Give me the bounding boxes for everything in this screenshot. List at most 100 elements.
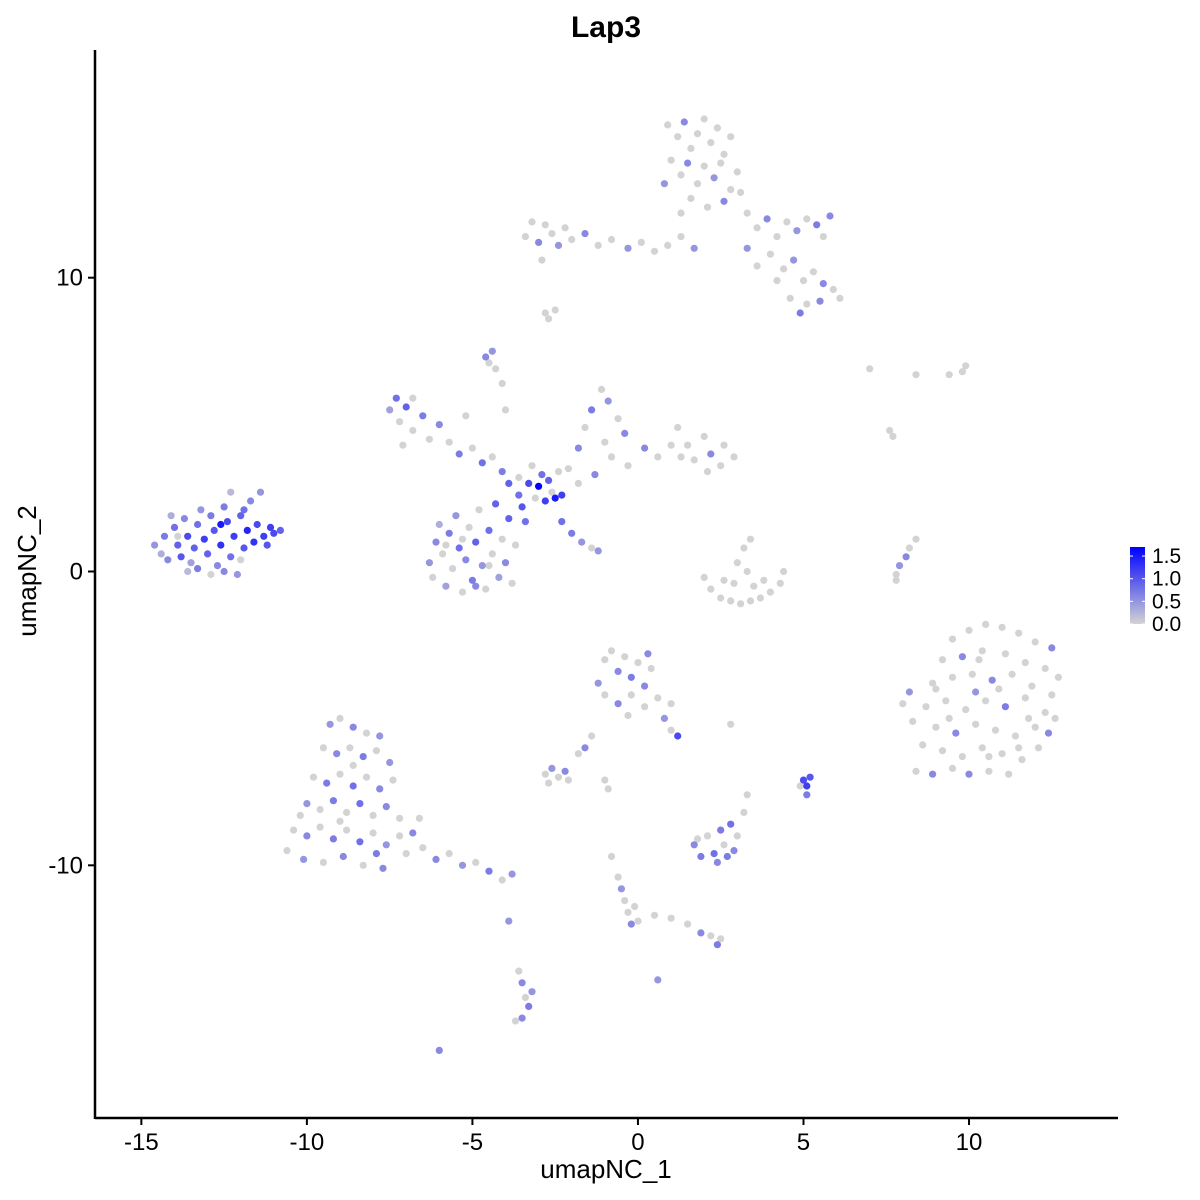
data-point: [895, 562, 904, 570]
data-point: [581, 423, 589, 432]
data-point: [684, 441, 692, 449]
data-point: [372, 850, 380, 858]
data-point: [968, 670, 976, 678]
data-point: [962, 362, 970, 370]
x-axis-title: umapNC_1: [540, 1154, 672, 1184]
data-point: [982, 620, 990, 629]
data-point: [545, 315, 553, 323]
data-point: [707, 139, 715, 147]
data-point: [985, 767, 993, 775]
data-point: [687, 194, 695, 202]
data-point: [581, 744, 589, 752]
data-point: [790, 256, 798, 264]
data-point: [594, 547, 602, 555]
data-point: [442, 582, 450, 590]
data-point: [508, 579, 516, 587]
data-point: [684, 159, 692, 167]
data-point: [237, 556, 245, 564]
data-point: [660, 714, 669, 723]
data-point: [508, 870, 516, 878]
data-point: [1031, 638, 1039, 646]
data-point: [402, 850, 410, 858]
data-point: [938, 747, 947, 755]
data-point: [783, 218, 791, 226]
data-point: [356, 800, 364, 808]
data-point: [763, 215, 771, 223]
data-point: [488, 453, 496, 461]
data-point: [958, 753, 967, 761]
data-point: [607, 647, 616, 655]
data-point: [270, 529, 278, 537]
data-point: [343, 808, 351, 817]
data-point: [349, 761, 357, 770]
data-point: [727, 133, 735, 141]
data-point: [528, 988, 536, 996]
data-point: [1001, 703, 1010, 711]
data-point: [588, 732, 596, 740]
data-point: [505, 917, 513, 925]
data-point: [217, 541, 225, 549]
data-point: [382, 841, 390, 849]
data-point: [588, 544, 596, 552]
data-point: [290, 826, 298, 834]
x-tick-label: 5: [797, 1129, 810, 1156]
data-point: [604, 397, 612, 405]
data-point: [402, 403, 410, 411]
data-point: [641, 703, 649, 711]
data-point: [515, 967, 523, 975]
data-point: [746, 535, 755, 543]
data-point: [372, 747, 380, 755]
data-point: [1041, 708, 1049, 717]
data-point: [425, 435, 433, 443]
data-point: [660, 180, 669, 188]
data-point: [174, 541, 182, 549]
data-point: [485, 526, 493, 535]
data-point: [396, 832, 404, 840]
data-point: [727, 597, 735, 605]
data-point: [462, 556, 470, 564]
data-point: [283, 847, 291, 855]
data-point: [359, 753, 367, 761]
data-point: [1015, 744, 1023, 752]
data-point: [667, 441, 675, 449]
data-point: [958, 368, 967, 376]
data-point: [713, 124, 722, 132]
data-point: [713, 858, 722, 867]
data-point: [498, 535, 506, 543]
data-point: [707, 932, 715, 940]
data-point: [773, 233, 781, 241]
data-point: [912, 767, 920, 775]
data-point: [445, 438, 453, 446]
data-point: [336, 817, 344, 825]
data-point: [634, 659, 642, 667]
data-point: [634, 917, 642, 925]
colorbar: [1130, 547, 1145, 624]
data-point: [641, 444, 649, 452]
data-point: [157, 550, 165, 558]
data-point: [538, 256, 546, 264]
data-point: [276, 526, 284, 535]
data-point: [905, 688, 914, 696]
data-point: [319, 744, 327, 752]
points-layer: [151, 115, 1062, 1054]
data-point: [349, 782, 357, 790]
data-point: [972, 688, 980, 696]
data-point: [184, 567, 192, 576]
data-point: [462, 412, 470, 420]
data-point: [710, 850, 718, 858]
data-point: [478, 562, 486, 570]
data-point: [1001, 650, 1010, 658]
data-point: [988, 676, 996, 684]
data-point: [233, 570, 241, 579]
data-point: [409, 426, 417, 435]
data-point: [336, 714, 344, 723]
data-point: [187, 559, 195, 567]
data-point: [1008, 670, 1016, 678]
data-point: [588, 406, 596, 414]
data-point: [720, 150, 728, 158]
data-point: [650, 911, 659, 919]
data-point: [564, 465, 573, 473]
data-point: [813, 221, 821, 229]
data-point: [746, 597, 755, 605]
